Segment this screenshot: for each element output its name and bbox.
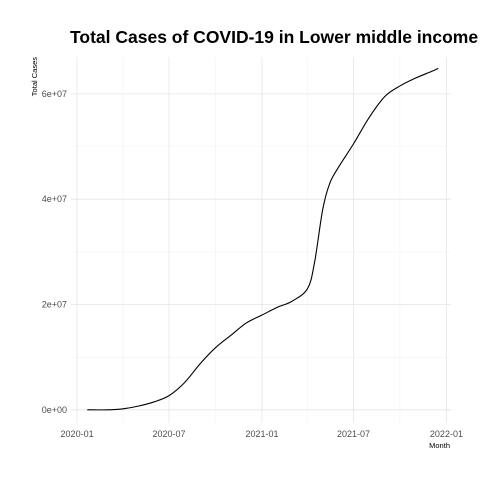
y-tick-label: 6e+07: [42, 89, 67, 99]
y-tick-label: 0e+00: [42, 405, 67, 415]
y-axis-ticks: 0e+00 2e+07 4e+07 6e+07: [42, 89, 67, 415]
y-tick-label: 4e+07: [42, 194, 67, 204]
chart-title: Total Cases of COVID-19 in Lower middle …: [70, 27, 478, 47]
x-tick-label: 2020-01: [61, 429, 94, 439]
x-tick-label: 2021-01: [245, 429, 278, 439]
x-tick-label: 2020-07: [153, 429, 186, 439]
y-tick-label: 2e+07: [42, 300, 67, 310]
series-line: [87, 68, 439, 411]
x-axis-ticks: 2020-01 2020-07 2021-01 2021-07 2022-01: [61, 429, 463, 439]
x-tick-label: 2022-01: [430, 429, 463, 439]
x-tick-label: 2021-07: [337, 429, 370, 439]
major-gridlines: [71, 57, 451, 423]
x-axis-label: Month: [429, 441, 450, 450]
minor-gridlines: [71, 57, 451, 423]
y-axis-label: Total Cases: [30, 57, 39, 96]
series-layer: [87, 68, 439, 411]
